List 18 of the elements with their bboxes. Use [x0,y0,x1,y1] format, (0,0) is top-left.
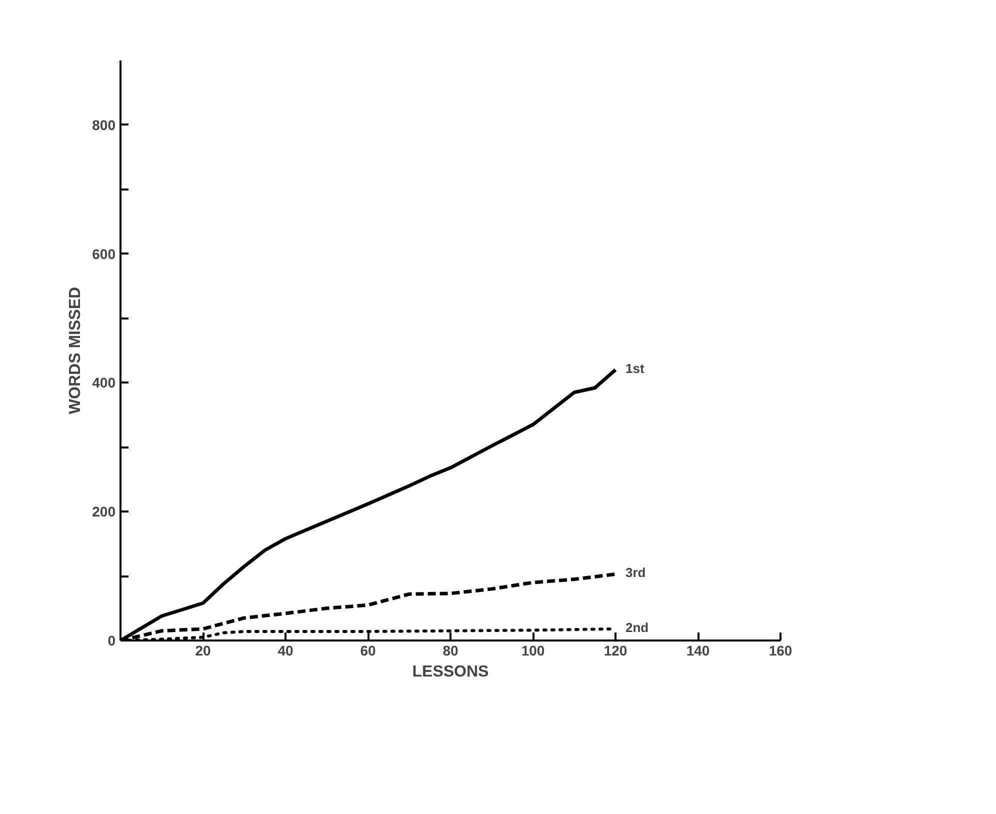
series-label: 1st [626,360,645,376]
y-tick-label: 0 [108,632,116,648]
y-axis-title: WORDS MISSED [67,286,84,414]
series-label: 2nd [626,620,649,635]
x-tick-label: 20 [195,642,211,658]
x-tick-label: 120 [604,642,628,658]
x-tick-label: 100 [521,642,545,658]
y-tick-label: 600 [92,246,116,262]
x-tick-label: 40 [278,642,294,658]
x-tick-label: 60 [360,642,376,658]
x-tick-label: 160 [768,642,792,658]
x-tick-label: 80 [442,642,458,658]
y-tick-label: 800 [92,116,116,133]
x-axis-title: LESSONS [412,664,490,680]
y-tick-label: 200 [92,504,116,520]
x-tick-label: 140 [686,642,710,658]
y-tick-label: 400 [92,374,116,391]
series-label: 3rd [626,565,646,580]
